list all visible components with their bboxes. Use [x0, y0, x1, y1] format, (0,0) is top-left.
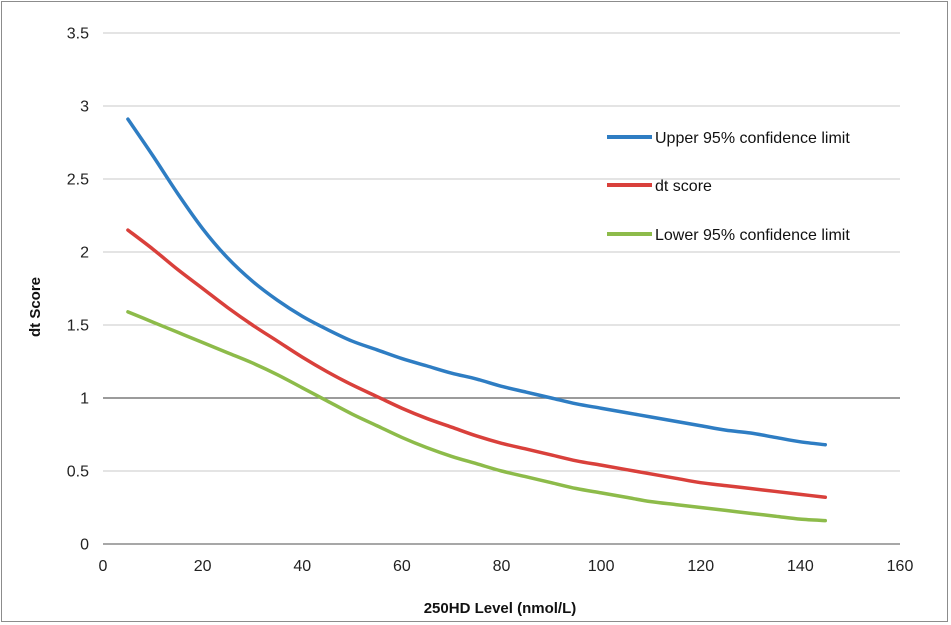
- series-upper-95-line: [126, 117, 828, 447]
- series-dt-score-line: [126, 228, 828, 500]
- y-tick-label: 3.5: [67, 26, 89, 43]
- legend-item-dt-score: dt score: [607, 178, 712, 195]
- x-tick-label: 100: [588, 558, 615, 575]
- x-tick-label: 40: [293, 558, 311, 575]
- legend-label: Upper 95% confidence limit: [655, 130, 850, 147]
- y-axis-title: dt Score: [27, 277, 44, 337]
- y-tick-label: 2: [80, 245, 89, 262]
- y-tick-label: 1: [80, 391, 89, 408]
- y-tick-label: 3: [80, 99, 89, 116]
- legend-label: dt score: [655, 178, 712, 195]
- x-tick-label: 80: [493, 558, 511, 575]
- x-tick-label: 20: [194, 558, 212, 575]
- series-lines: [126, 117, 828, 523]
- legend-label: Lower 95% confidence limit: [655, 227, 850, 244]
- gridlines: [103, 32, 900, 545]
- series-lower-95-line: [126, 310, 828, 523]
- y-tick-label: 0: [80, 537, 89, 554]
- x-tick-label: 120: [687, 558, 714, 575]
- x-axis-title: 250HD Level (nmol/L): [424, 600, 577, 617]
- x-tick-label: 140: [787, 558, 814, 575]
- legend: Upper 95% confidence limit dt score Lower …: [607, 130, 850, 244]
- y-tick-label: 2.5: [67, 172, 89, 189]
- legend-item-upper-95: Upper 95% confidence limit: [607, 130, 850, 147]
- x-tick-label: 0: [99, 558, 108, 575]
- y-tick-label: 0.5: [67, 464, 89, 481]
- legend-item-lower-95: Lower 95% confidence limit: [607, 227, 850, 244]
- x-tick-label: 160: [887, 558, 914, 575]
- y-axis-ticks: 0 0.5 1 1.5 2 2.5 3 3.5: [67, 26, 89, 554]
- x-tick-label: 60: [393, 558, 411, 575]
- y-tick-label: 1.5: [67, 318, 89, 335]
- x-axis-ticks: 0 20 40 60 80 100 120 140 160: [99, 558, 914, 575]
